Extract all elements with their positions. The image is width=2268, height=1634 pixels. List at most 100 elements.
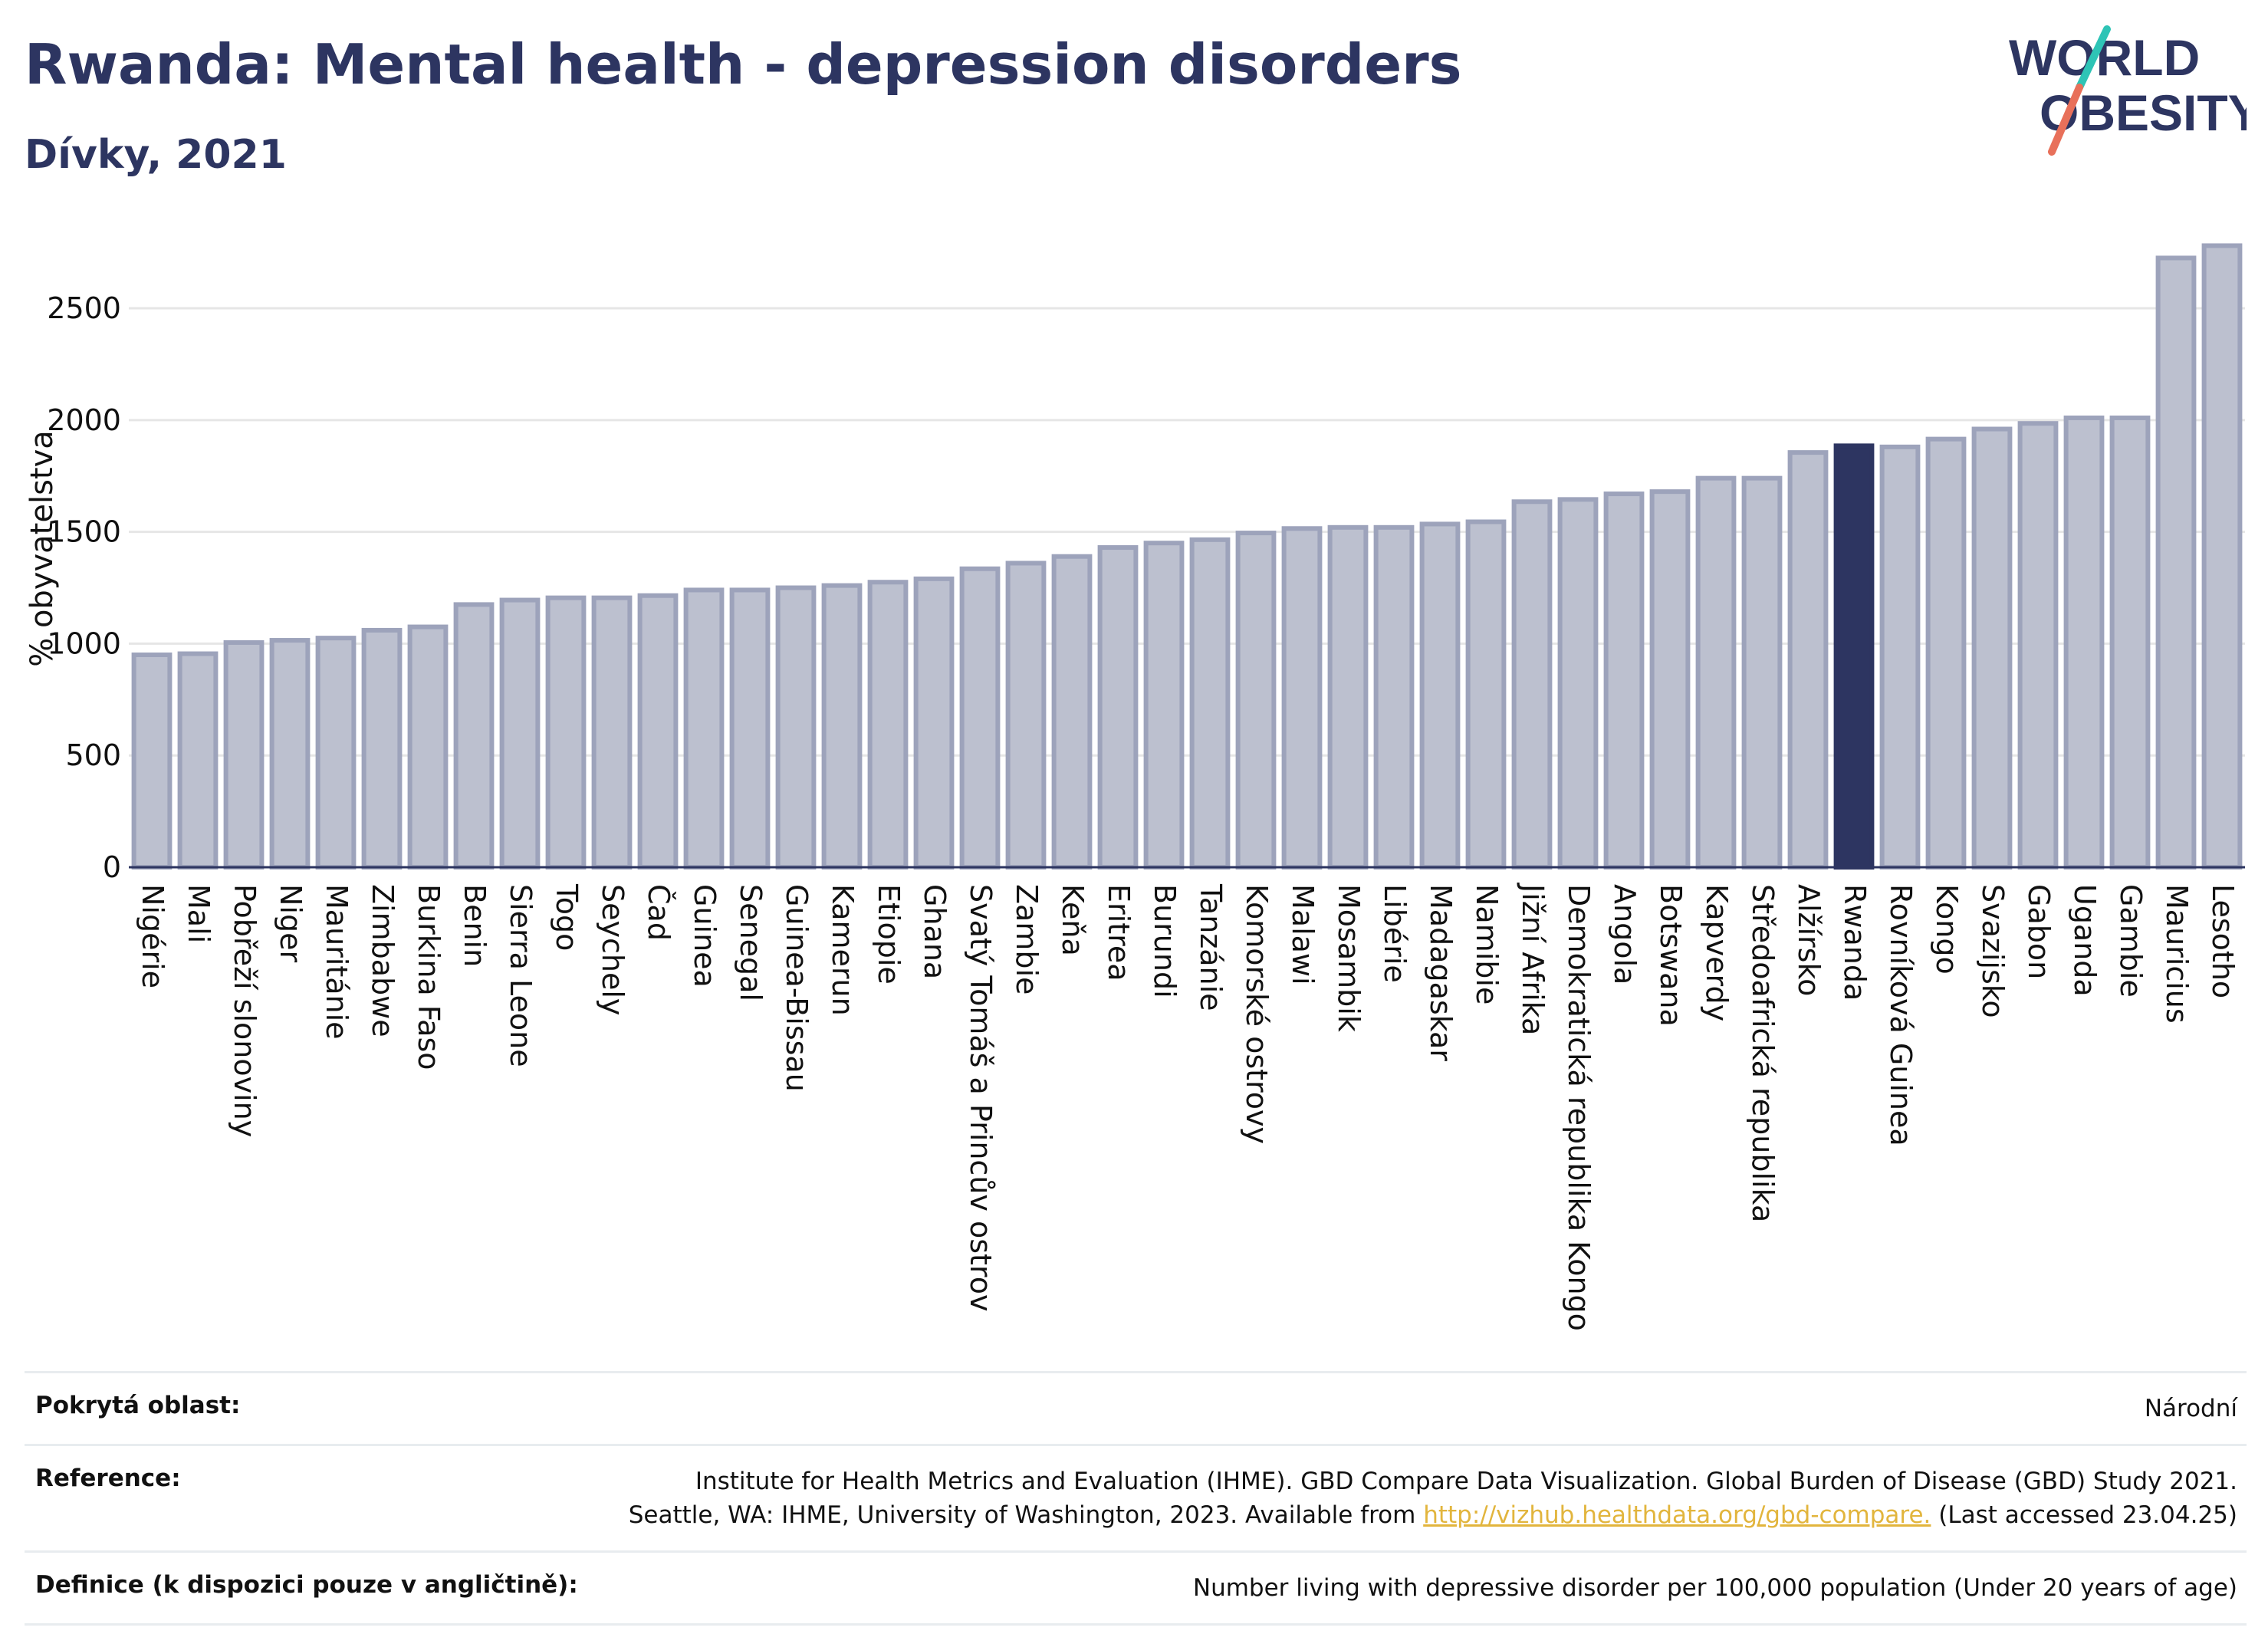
- bar-guinea: [683, 587, 725, 870]
- reference-line1: Institute for Health Metrics and Evaluat…: [695, 1468, 2237, 1495]
- reference-link[interactable]: http://vizhub.healthdata.org/gbd-compare…: [1423, 1501, 1931, 1529]
- bar-ghana: [913, 576, 955, 870]
- x-tick-label: Eritrea: [1102, 884, 1136, 981]
- bar-senegal: [729, 587, 771, 870]
- bar-čad: [637, 593, 679, 870]
- bar-rovníková-guinea: [1879, 444, 1921, 870]
- bar-keňa: [1051, 554, 1093, 870]
- y-axis-title: % obyvatelstva: [25, 430, 60, 667]
- info-row-reference: Reference: Institute for Health Metrics …: [25, 1444, 2247, 1550]
- bar-kamerun: [821, 583, 863, 870]
- x-axis-labels: Nigérie Mali Pobřeží slonoviny Niger Mauritá…: [136, 883, 2240, 1331]
- y-tick-label: 2000: [47, 403, 121, 437]
- x-tick-label: Rovníková Guinea: [1884, 884, 1918, 1146]
- bar-niger: [269, 638, 311, 870]
- bar-uganda: [2063, 415, 2105, 870]
- bar-togo: [545, 595, 587, 870]
- x-tick-label: Rwanda: [1838, 884, 1872, 1001]
- info-key-reference: Reference:: [35, 1465, 181, 1492]
- x-tick-label: Botswana: [1654, 884, 1688, 1027]
- info-row-coverage: Pokrytá oblast: Národní: [25, 1371, 2247, 1444]
- x-tick-label: Komorské ostrovy: [1240, 884, 1274, 1144]
- reference-line2-post: (Last accessed 23.04.25): [1931, 1501, 2237, 1529]
- bar-gabon: [2017, 421, 2059, 870]
- x-tick-label: Libérie: [1378, 884, 1412, 983]
- x-tick-label: Kapverdy: [1700, 884, 1734, 1021]
- x-tick-label: Uganda: [2068, 884, 2102, 997]
- bar-středoafrická-republika: [1741, 475, 1783, 870]
- bar-guinea-bissau: [775, 585, 817, 870]
- y-tick-label: 500: [65, 738, 121, 772]
- x-tick-label: Gambie: [2114, 884, 2148, 998]
- x-tick-label: Alžírsko: [1792, 884, 1826, 996]
- bar-madagaskar: [1419, 521, 1461, 870]
- bar-pobřeží-slonoviny: [223, 639, 265, 870]
- x-tick-label: Středoafrická republika: [1746, 884, 1780, 1222]
- x-tick-label: Guinea: [688, 884, 721, 988]
- x-tick-label: Sierra Leone: [504, 884, 537, 1067]
- logo-slash-teal: [2076, 25, 2111, 91]
- bar-zambie: [1005, 561, 1047, 870]
- bar-rwanda: [1833, 443, 1875, 870]
- x-tick-label: Mauricius: [2160, 884, 2194, 1024]
- x-tick-label: Svatý Tomáš a Princův ostrov: [964, 884, 998, 1311]
- bar-mauricius: [2155, 255, 2197, 870]
- x-tick-label: Zimbabwe: [366, 884, 399, 1037]
- bar-seychely: [591, 595, 633, 870]
- logo-slash-coral: [2048, 84, 2083, 156]
- bar-mali: [177, 651, 219, 870]
- bar-zimbabwe: [361, 627, 403, 870]
- x-tick-label: Mosambik: [1332, 884, 1366, 1032]
- bar-lesotho: [2201, 243, 2243, 870]
- x-tick-label: Senegal: [734, 884, 768, 1001]
- bar-burundi: [1143, 541, 1185, 870]
- x-tick-label: Namibie: [1470, 884, 1504, 1004]
- bar-benin: [453, 602, 495, 870]
- bar-kapverdy: [1695, 475, 1737, 870]
- info-value-definition: Number living with depressive disorder p…: [1192, 1574, 2237, 1602]
- x-tick-label: Kamerun: [826, 884, 860, 1016]
- y-tick-label: 0: [103, 850, 121, 884]
- x-tick-label: Lesotho: [2206, 884, 2240, 998]
- y-tick-label: 1500: [47, 515, 121, 549]
- x-tick-label: Demokratická republika Kongo: [1562, 884, 1596, 1331]
- info-key-definition: Definice (k dispozici pouze v angličtině…: [35, 1571, 578, 1599]
- bar-svazijsko: [1971, 426, 2013, 870]
- page-title: Rwanda: Mental health - depression disor…: [25, 32, 1462, 97]
- x-tick-label: Madagaskar: [1424, 884, 1458, 1061]
- y-axis-ticks: 0 500 1000 1500 2000 2500: [47, 291, 121, 884]
- bar-mauritánie: [315, 636, 357, 870]
- info-key-coverage: Pokrytá oblast:: [35, 1392, 241, 1419]
- x-tick-label: Burundi: [1148, 884, 1182, 998]
- bar-namibie: [1465, 519, 1507, 870]
- x-tick-label: Čad: [642, 884, 675, 941]
- bar-jižní-afrika: [1511, 499, 1553, 870]
- x-tick-label: Zambie: [1010, 884, 1044, 995]
- bar-demokratická-republika-kongo: [1557, 497, 1599, 870]
- x-tick-label: Malawi: [1286, 884, 1320, 985]
- x-tick-label: Svazijsko: [1976, 884, 2010, 1018]
- world-obesity-logo: WORLD OBESITY: [2009, 25, 2247, 156]
- x-tick-label: Kongo: [1930, 884, 1964, 975]
- x-tick-label: Togo: [550, 883, 583, 951]
- x-tick-label: Ghana: [918, 884, 952, 979]
- bar-alžírsko: [1787, 450, 1829, 870]
- x-tick-label: Tanzánie: [1194, 883, 1228, 1011]
- info-row-definition: Definice (k dispozici pouze v angličtině…: [25, 1550, 2247, 1626]
- x-tick-label: Benin: [458, 884, 491, 967]
- x-tick-label: Keňa: [1056, 884, 1090, 956]
- info-value-reference: Institute for Health Metrics and Evaluat…: [629, 1465, 2237, 1532]
- bar-chart: 0 500 1000 1500 2000 2500 Nigérie Mali Pobřeží …: [25, 243, 2245, 1331]
- x-tick-label: Mali: [182, 884, 215, 943]
- bar-nigérie: [131, 653, 173, 870]
- x-tick-label: Jižní Afrika: [1516, 883, 1550, 1035]
- bar-svatý-tomáš-a-princův-ostrov: [959, 566, 1001, 870]
- x-tick-label: Guinea-Bissau: [780, 884, 814, 1092]
- bars: [131, 243, 2243, 870]
- reference-line2-pre: Seattle, WA: IHME, University of Washing…: [628, 1501, 1424, 1529]
- bar-burkina-faso: [407, 624, 449, 870]
- y-tick-label: 1000: [47, 626, 121, 660]
- x-tick-label: Pobřeží slonoviny: [228, 884, 261, 1137]
- x-tick-label: Angola: [1608, 884, 1642, 985]
- bar-eritrea: [1097, 545, 1139, 870]
